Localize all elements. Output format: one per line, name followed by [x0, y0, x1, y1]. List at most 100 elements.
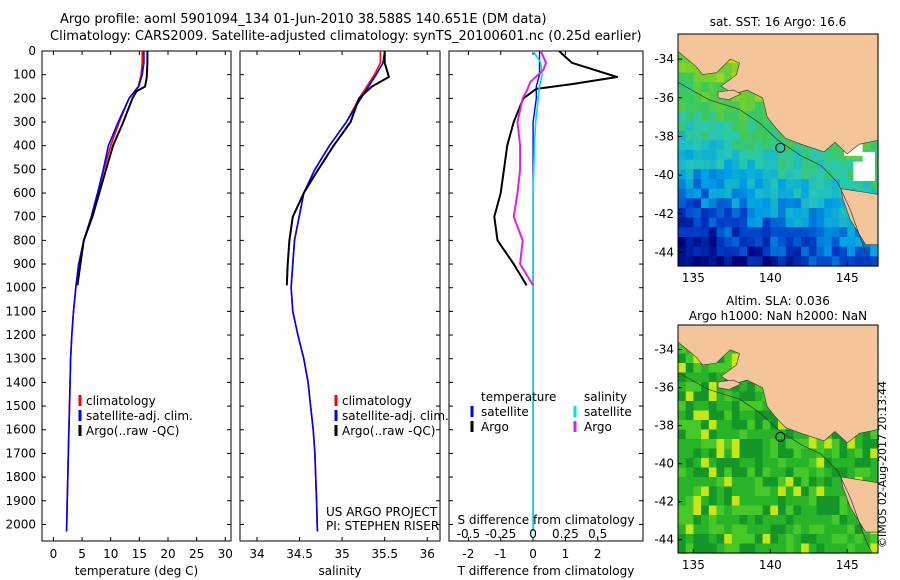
- sst-map-cell: [785, 246, 794, 257]
- sst-map-cell: [678, 92, 687, 103]
- depth-tick-label: 1400: [5, 375, 36, 389]
- sla-map-cell: [685, 353, 694, 364]
- sla-map-cell: [778, 524, 787, 535]
- sla-map-cell: [731, 477, 741, 488]
- depth-tick-label: 2000: [5, 517, 36, 531]
- sla-map-ytick-label: -36: [654, 381, 674, 395]
- sla-map-cell: [716, 363, 725, 374]
- sst-map-cell: [701, 140, 710, 151]
- sla-map-cell: [747, 458, 756, 469]
- sst-map-cell: [801, 237, 810, 248]
- sla-map-cell: [824, 515, 833, 526]
- sst-map-cell: [747, 208, 756, 219]
- sla-map-cell: [747, 496, 756, 507]
- sst-map-cell: [678, 237, 687, 248]
- sst-map-cell: [693, 246, 702, 257]
- sla-map-cell: [693, 420, 702, 431]
- sst-map-cell: [693, 208, 702, 219]
- sst-map-cell: [831, 217, 841, 228]
- sla-map-cell: [701, 372, 710, 383]
- sst-map-cell: [685, 150, 694, 161]
- sla-map-cell: [762, 410, 771, 421]
- sst-map-cell: [754, 208, 764, 219]
- sla-map-cell: [739, 391, 748, 402]
- sla-map-cell: [693, 401, 702, 412]
- sst-map-cell: [731, 208, 741, 219]
- sst-map-cell: [685, 92, 694, 103]
- sst-map-cell: [708, 227, 718, 238]
- sst-map-cell: [839, 150, 848, 161]
- sst-map-cell: [731, 111, 741, 122]
- sla-map-cell: [724, 486, 733, 497]
- sla-map-cell: [793, 448, 802, 459]
- sla-map-cell: [685, 401, 694, 412]
- sst-map-ytick-label: -44: [654, 245, 674, 259]
- sla-map-cell: [747, 439, 756, 450]
- sla-map-cell: [731, 534, 741, 545]
- sst-map-cell: [824, 188, 833, 199]
- sla-map-cell: [831, 534, 841, 545]
- sla-map-cell: [708, 382, 718, 393]
- sla-map-cell: [739, 496, 748, 507]
- sla-map-cell: [701, 515, 710, 526]
- sst-map-cell: [678, 227, 687, 238]
- sla-map-cell: [701, 448, 710, 459]
- sst-map-cell: [747, 101, 756, 112]
- salinity-legend-label: climatology: [342, 394, 412, 408]
- sla-map-cell: [870, 458, 879, 469]
- sla-map-cell: [824, 524, 833, 535]
- sla-map-cell: [708, 467, 718, 478]
- sla-map-cell: [808, 439, 818, 450]
- sla-map-cell: [778, 429, 787, 440]
- figure-title-line1: Argo profile: aoml 5901094_134 01-Jun-20…: [60, 12, 547, 27]
- salinity-xtick-label: 34.5: [286, 547, 313, 561]
- sla-map-cell: [762, 439, 771, 450]
- temperature-plot-frame: [41, 50, 232, 542]
- sst-argo-location-marker: [775, 142, 786, 153]
- sst-map-cell: [701, 227, 710, 238]
- sst-map-cell: [801, 169, 810, 180]
- sla-map-cell: [678, 524, 687, 535]
- sst-map-cell: [716, 208, 725, 219]
- sst-map-cell: [708, 72, 718, 83]
- sst-map-cell: [778, 237, 787, 248]
- sst-map-cell: [808, 198, 818, 209]
- sst-map-cell: [785, 256, 794, 267]
- credit-text: ©IMOS 02-Aug-2017 20:13:44: [876, 381, 889, 548]
- difference-legend-label: temperature: [481, 390, 556, 404]
- sla-map-cell: [731, 448, 741, 459]
- sla-map-cell: [678, 391, 687, 402]
- sst-map-cell: [824, 237, 833, 248]
- sla-map-cell: [754, 458, 764, 469]
- sst-map-cell: [754, 121, 764, 132]
- sst-map-cell: [778, 179, 787, 190]
- sla-map-cell: [724, 420, 733, 431]
- sla-map-cell: [831, 439, 841, 450]
- sst-map-cell: [839, 256, 848, 267]
- sst-map-xtick-label: 135: [682, 271, 705, 285]
- sst-map-cell: [708, 179, 718, 190]
- sst-map-cell: [731, 92, 741, 103]
- sla-map-cell: [770, 448, 779, 459]
- sla-map-cell: [747, 534, 756, 545]
- sla-map-cell: [724, 391, 733, 402]
- sst-map-cell: [708, 130, 718, 141]
- sla-map-cell: [678, 467, 687, 478]
- sla-map-cell: [801, 439, 810, 450]
- sst-map-cell: [716, 150, 725, 161]
- sla-map-cell: [716, 391, 725, 402]
- sla-map-cell: [708, 401, 718, 412]
- sla-map-ytick-label: -44: [654, 533, 674, 547]
- sst-map-cell: [701, 82, 710, 93]
- sst-map-cell: [816, 217, 825, 228]
- sst-map-cell: [801, 217, 810, 228]
- sla-map-cell: [854, 458, 864, 469]
- sst-map-cell: [770, 179, 779, 190]
- sst-map-cell: [839, 159, 848, 170]
- sla-map-cell: [778, 505, 787, 516]
- sst-map-cell: [716, 246, 725, 257]
- sst-map-cell: [762, 140, 771, 151]
- sst-map-cell: [824, 227, 833, 238]
- sla-map-cell: [678, 363, 687, 374]
- sla-map-cell: [808, 524, 818, 535]
